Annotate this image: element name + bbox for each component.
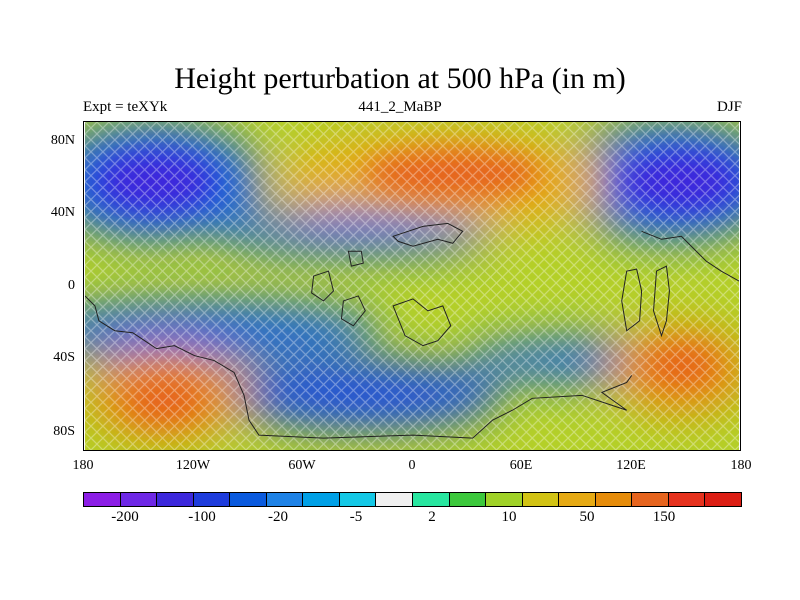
lon-label: 60E <box>509 458 533 473</box>
colorbar-box <box>594 492 633 507</box>
lon-label: 0 <box>408 458 416 473</box>
lon-label: 180 <box>730 458 752 473</box>
colorbar-box <box>631 492 669 507</box>
colorbar-label: 10 <box>501 509 517 525</box>
colorbar-label: 150 <box>652 509 676 525</box>
map-svg <box>84 122 740 450</box>
plot-title: Height perturbation at 500 hPa (in m) <box>174 62 626 95</box>
colorbar-box <box>667 492 706 507</box>
period-label: 441_2_MaBP <box>358 99 442 115</box>
lat-label: 40S <box>53 350 75 365</box>
colorbar-box <box>375 492 413 507</box>
lat-label: 40N <box>50 205 75 220</box>
experiment-label: Expt = teXYk <box>83 99 168 115</box>
colorbar-box <box>265 492 304 507</box>
colorbar-box <box>83 492 121 507</box>
colorbar-box <box>338 492 377 507</box>
colorbar-box <box>302 492 340 507</box>
season-label: DJF <box>716 99 742 115</box>
colorbar-label: -100 <box>188 509 216 525</box>
colorbar-box <box>229 492 267 507</box>
colorbar-label: 50 <box>579 509 595 525</box>
colorbar-label: -200 <box>111 509 139 525</box>
colorbar-box <box>704 492 742 507</box>
colorbar-box <box>156 492 194 507</box>
colorbar-box <box>521 492 560 507</box>
colorbar-box <box>119 492 158 507</box>
colorbar-box <box>558 492 596 507</box>
lat-label: 0 <box>68 278 75 293</box>
lon-label: 120W <box>175 458 211 473</box>
lat-label: 80N <box>50 133 75 148</box>
hatching-overlay <box>84 122 740 450</box>
coastlines <box>84 222 740 439</box>
colorbar-box <box>485 492 523 507</box>
lat-label: 80S <box>53 424 75 439</box>
colorbar-box <box>192 492 231 507</box>
colorbar-label: -20 <box>268 509 288 525</box>
colorbar <box>83 492 742 507</box>
colorbar-box <box>412 492 450 507</box>
colorbar-label: -5 <box>349 509 363 525</box>
colorbar-box <box>448 492 487 507</box>
map-plot-area <box>83 121 741 451</box>
lon-label: 60W <box>288 458 316 473</box>
lon-label: 180 <box>72 458 94 473</box>
lon-label: 120E <box>616 458 646 473</box>
colorbar-label: 2 <box>428 509 436 525</box>
